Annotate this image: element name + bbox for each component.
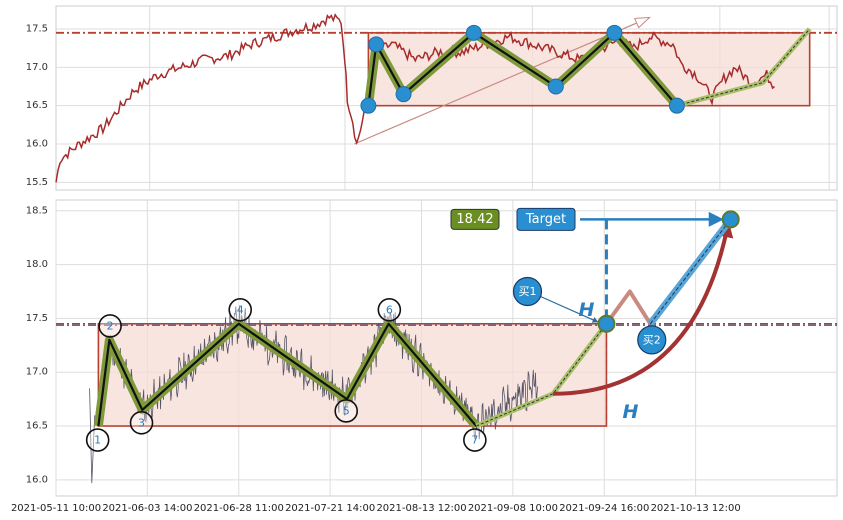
top-y-tick-label: 17.5	[26, 24, 48, 35]
bottom-x-tick-label: 2021-06-28 11:00	[194, 503, 284, 514]
buy1-label: 买1	[518, 285, 536, 298]
target-value-box	[450, 208, 500, 230]
pivot-label-number: 4	[237, 303, 244, 316]
bottom-pattern-line	[97, 322, 478, 427]
height-label-lower: H	[622, 401, 638, 423]
top-y-tick-label: 15.5	[26, 177, 48, 188]
top-trend-arrow-head	[633, 16, 651, 29]
target-point-marker	[721, 210, 740, 229]
top-y-axis: 15.5 16.0 16.5 17.0 17.5	[26, 24, 48, 188]
bottom-x-tick-label: 2021-06-03 14:00	[102, 503, 192, 514]
top-price-line	[55, 13, 775, 183]
top-pivot-dot	[465, 24, 482, 41]
breakout-point-marker	[597, 314, 616, 333]
bottom-price-panel: 16.0 16.5 17.0 17.5 18.0 18.5 2021-05-11 10:0…	[11, 199, 838, 514]
target-value-text: 18.42	[456, 212, 493, 227]
target-label-box	[516, 207, 576, 231]
target-label-badge: Target	[516, 207, 576, 231]
target-value-badge: 18.42	[450, 208, 500, 230]
bottom-pivot-labels: 1 2 3 4 5 6 7	[85, 297, 487, 452]
target-label-text: Target	[525, 212, 566, 227]
buy1-marker: 买1	[512, 276, 543, 307]
bottom-curved-arrow	[553, 221, 734, 396]
pivot-label-number: 2	[107, 319, 114, 332]
pivot-label-number: 1	[94, 434, 101, 447]
buy2-marker: 买2	[637, 325, 667, 355]
bottom-y-tick-label: 16.0	[26, 474, 48, 485]
bottom-retest-line	[604, 289, 652, 325]
bottom-x-tick-label: 2021-09-08 10:00	[468, 503, 558, 514]
bottom-projection-line	[476, 323, 607, 427]
pivot-label-number: 7	[471, 434, 478, 447]
top-pivot-dot	[606, 24, 623, 41]
bottom-y-tick-label: 17.0	[26, 367, 48, 378]
top-pivot-dots	[360, 24, 685, 114]
top-y-tick-label: 16.0	[26, 139, 48, 150]
bottom-y-axis: 16.0 16.5 17.0 17.5 18.0 18.5	[26, 205, 48, 485]
bottom-x-tick-label: 2021-10-13 12:00	[651, 503, 741, 514]
pivot-label-circle	[463, 428, 487, 452]
buy2-circle	[637, 325, 667, 355]
top-trend-arrow	[354, 16, 650, 145]
bottom-buy1-arrow	[540, 295, 599, 323]
pivot-label-circle	[129, 411, 154, 435]
top-pivot-dot	[395, 86, 412, 103]
bottom-x-tick-label: 2021-05-11 10:00	[11, 503, 101, 514]
buy1-circle	[512, 276, 543, 307]
bottom-y-tick-label: 18.0	[26, 259, 48, 270]
bottom-y-tick-label: 16.5	[26, 421, 48, 432]
top-pivot-dot	[360, 97, 377, 114]
top-y-tick-label: 16.5	[26, 100, 48, 111]
top-pivot-dot	[368, 36, 385, 53]
pivot-label-circle	[377, 297, 402, 322]
bottom-x-tick-label: 2021-07-21 14:00	[285, 503, 375, 514]
pivot-label-circle	[85, 428, 110, 452]
bottom-x-tick-label: 2021-08-13 12:00	[376, 503, 466, 514]
top-y-tick-label: 17.0	[26, 62, 48, 73]
pivot-label-circle	[334, 399, 359, 423]
pivot-label-number: 5	[343, 404, 350, 417]
top-pivot-dot	[547, 78, 564, 95]
pivot-label-number: 3	[138, 416, 145, 429]
bottom-y-tick-label: 17.5	[26, 313, 48, 324]
bottom-x-axis: 2021-05-11 10:00 2021-06-03 14:00 2021-06-…	[11, 503, 741, 514]
pivot-label-number: 6	[386, 303, 393, 316]
height-label-upper: H	[578, 299, 594, 321]
buy2-label: 买2	[643, 333, 661, 346]
top-projection-line	[676, 28, 811, 107]
top-pivot-dot	[668, 97, 685, 114]
bottom-target-line	[649, 219, 732, 325]
bottom-x-tick-label: 2021-09-24 16:00	[559, 503, 649, 514]
pivot-label-circle	[98, 314, 122, 338]
bottom-y-tick-label: 18.5	[26, 205, 48, 216]
top-price-panel: 15.5 16.0 16.5 17.0 17.5	[26, 5, 838, 191]
pivot-label-circle	[228, 297, 253, 322]
